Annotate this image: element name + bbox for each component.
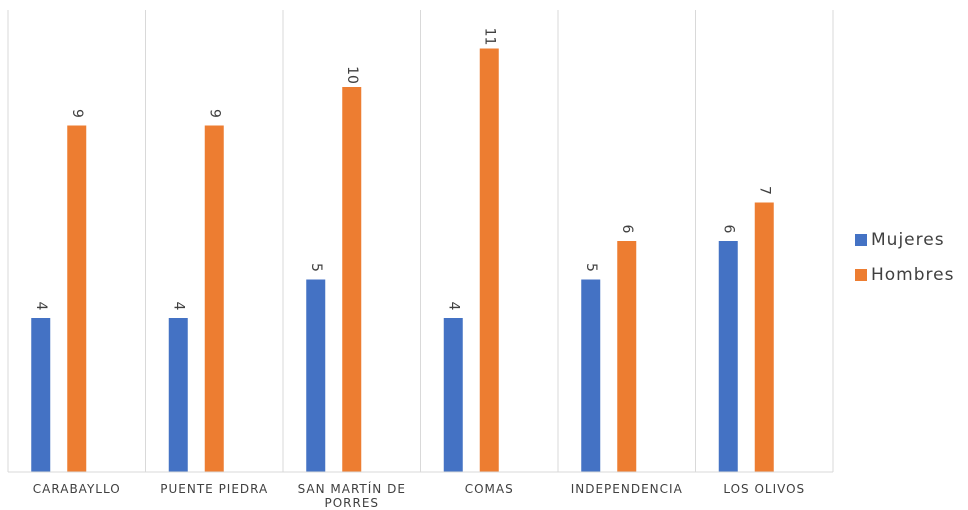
data-label-mujeres-3: 4: [445, 302, 461, 311]
data-label-mujeres-1: 4: [170, 302, 186, 311]
bar-mujeres-5: [718, 241, 738, 472]
data-label-hombres-3: 11: [481, 28, 497, 46]
data-label-hombres-0: 9: [69, 109, 85, 118]
bar-hombres-2: [342, 87, 362, 472]
tick-label-4: INDEPENDENCIA: [571, 482, 683, 496]
bar-mujeres-2: [306, 279, 326, 472]
bar-mujeres-1: [168, 318, 188, 472]
bar-mujeres-0: [31, 318, 51, 472]
data-label-hombres-1: 9: [206, 109, 222, 118]
bar-hombres-3: [479, 48, 499, 472]
data-label-mujeres-2: 5: [308, 263, 324, 272]
legend-swatch-mujeres: [855, 234, 867, 246]
bar-hombres-4: [617, 241, 637, 472]
data-label-hombres-5: 7: [756, 186, 772, 195]
bar-mujeres-4: [581, 279, 601, 472]
tick-label-1: PUENTE PIEDRA: [160, 482, 268, 496]
category-separators: [7, 10, 834, 472]
data-label-hombres-4: 6: [619, 225, 635, 234]
category-tick-labels: CARABAYLLO PUENTE PIEDRA SAN MARTÍN DE PORR…: [33, 481, 805, 510]
data-labels: 4 4 5 4 5 6 9 9 10 11 6 7: [33, 28, 773, 311]
data-label-mujeres-0: 4: [33, 302, 49, 311]
data-label-mujeres-5: 6: [720, 225, 736, 234]
bar-hombres-0: [67, 125, 87, 472]
bar-hombres-1: [204, 125, 224, 472]
data-label-mujeres-4: 5: [583, 263, 599, 272]
tick-label-0: CARABAYLLO: [33, 482, 121, 496]
legend-label-hombres: Hombres: [871, 265, 954, 285]
legend-label-mujeres: Mujeres: [871, 230, 945, 250]
data-label-hombres-2: 10: [344, 66, 360, 84]
bars: [31, 48, 774, 472]
legend: Mujeres Hombres: [855, 230, 954, 285]
legend-swatch-hombres: [855, 269, 867, 281]
bar-hombres-5: [754, 202, 774, 472]
tick-label-2: SAN MARTÍN DE PORRES: [298, 481, 406, 510]
bar-mujeres-3: [443, 318, 463, 472]
tick-label-3: COMAS: [465, 482, 514, 496]
tick-label-5: LOS OLIVOS: [723, 482, 805, 496]
